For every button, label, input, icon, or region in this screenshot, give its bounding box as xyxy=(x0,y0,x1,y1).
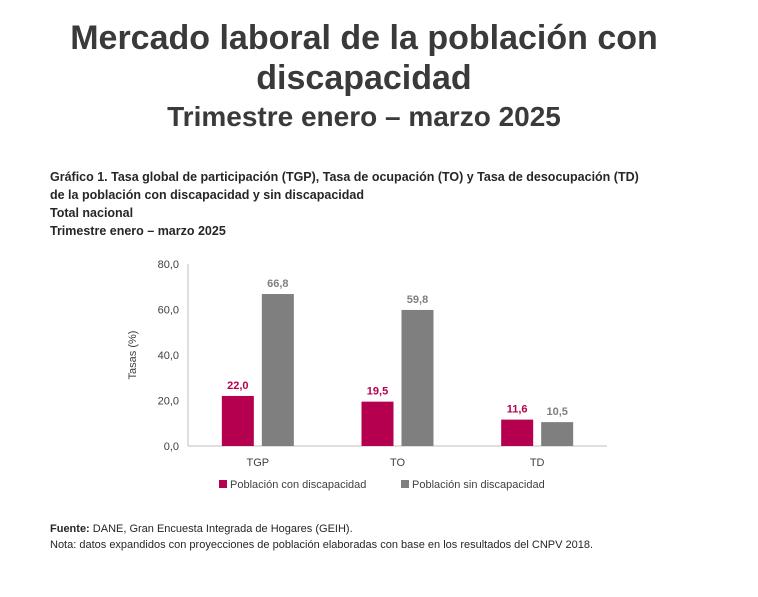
legend-label: Población con discapacidad xyxy=(230,479,366,491)
chart-caption-line-2: de la población con discapacidad y sin d… xyxy=(50,188,364,202)
source-text: DANE, Gran Encuesta Integrada de Hogares… xyxy=(89,523,353,535)
note-line: Nota: datos expandidos con proyecciones … xyxy=(50,539,594,551)
bar xyxy=(501,419,534,446)
x-tick-label: TD xyxy=(530,457,545,469)
bar-chart: 0,0 20,0 40,0 60,0 80,0 Tasas (%) 22,0 66,8 TGP 1… xyxy=(127,259,607,491)
data-label: 66,8 xyxy=(267,278,288,290)
bar xyxy=(221,395,254,446)
chart-caption: Gráfico 1. Tasa global de participación … xyxy=(50,168,690,240)
footer: Fuente: DANE, Gran Encuesta Integrada de… xyxy=(50,521,593,553)
bar xyxy=(261,294,294,446)
legend-swatch xyxy=(219,480,227,488)
page-subtitle: Trimestre enero – marzo 2025 xyxy=(167,101,561,132)
legend-swatch xyxy=(401,480,409,488)
data-label: 11,6 xyxy=(507,404,528,416)
chart-caption-line-3: Total nacional xyxy=(50,206,134,220)
source-line: Fuente: DANE, Gran Encuesta Integrada de… xyxy=(50,521,593,537)
legend-label: Población sin discapacidad xyxy=(412,479,545,491)
chart-caption-line-1: Gráfico 1. Tasa global de participación … xyxy=(50,170,639,184)
data-label: 22,0 xyxy=(227,380,248,392)
x-tick-label: TGP xyxy=(247,457,270,469)
data-label: 10,5 xyxy=(546,406,567,418)
y-tick-label: 40,0 xyxy=(158,350,179,362)
x-tick-label: TO xyxy=(390,457,406,469)
y-tick-label: 0,0 xyxy=(164,441,179,453)
y-tick-label: 80,0 xyxy=(158,259,179,271)
data-label: 19,5 xyxy=(367,386,388,398)
y-tick-label: 60,0 xyxy=(158,305,179,317)
bar xyxy=(361,401,394,446)
bar xyxy=(401,309,434,446)
source-label: Fuente: xyxy=(50,523,90,535)
y-tick-label: 20,0 xyxy=(158,396,179,408)
chart-caption-line-4: Trimestre enero – marzo 2025 xyxy=(50,224,226,238)
bar xyxy=(541,422,574,446)
data-label: 59,8 xyxy=(407,294,428,306)
page-title: Mercado laboral de la población con disc… xyxy=(70,19,658,97)
y-axis-label: Tasas (%) xyxy=(127,331,139,380)
